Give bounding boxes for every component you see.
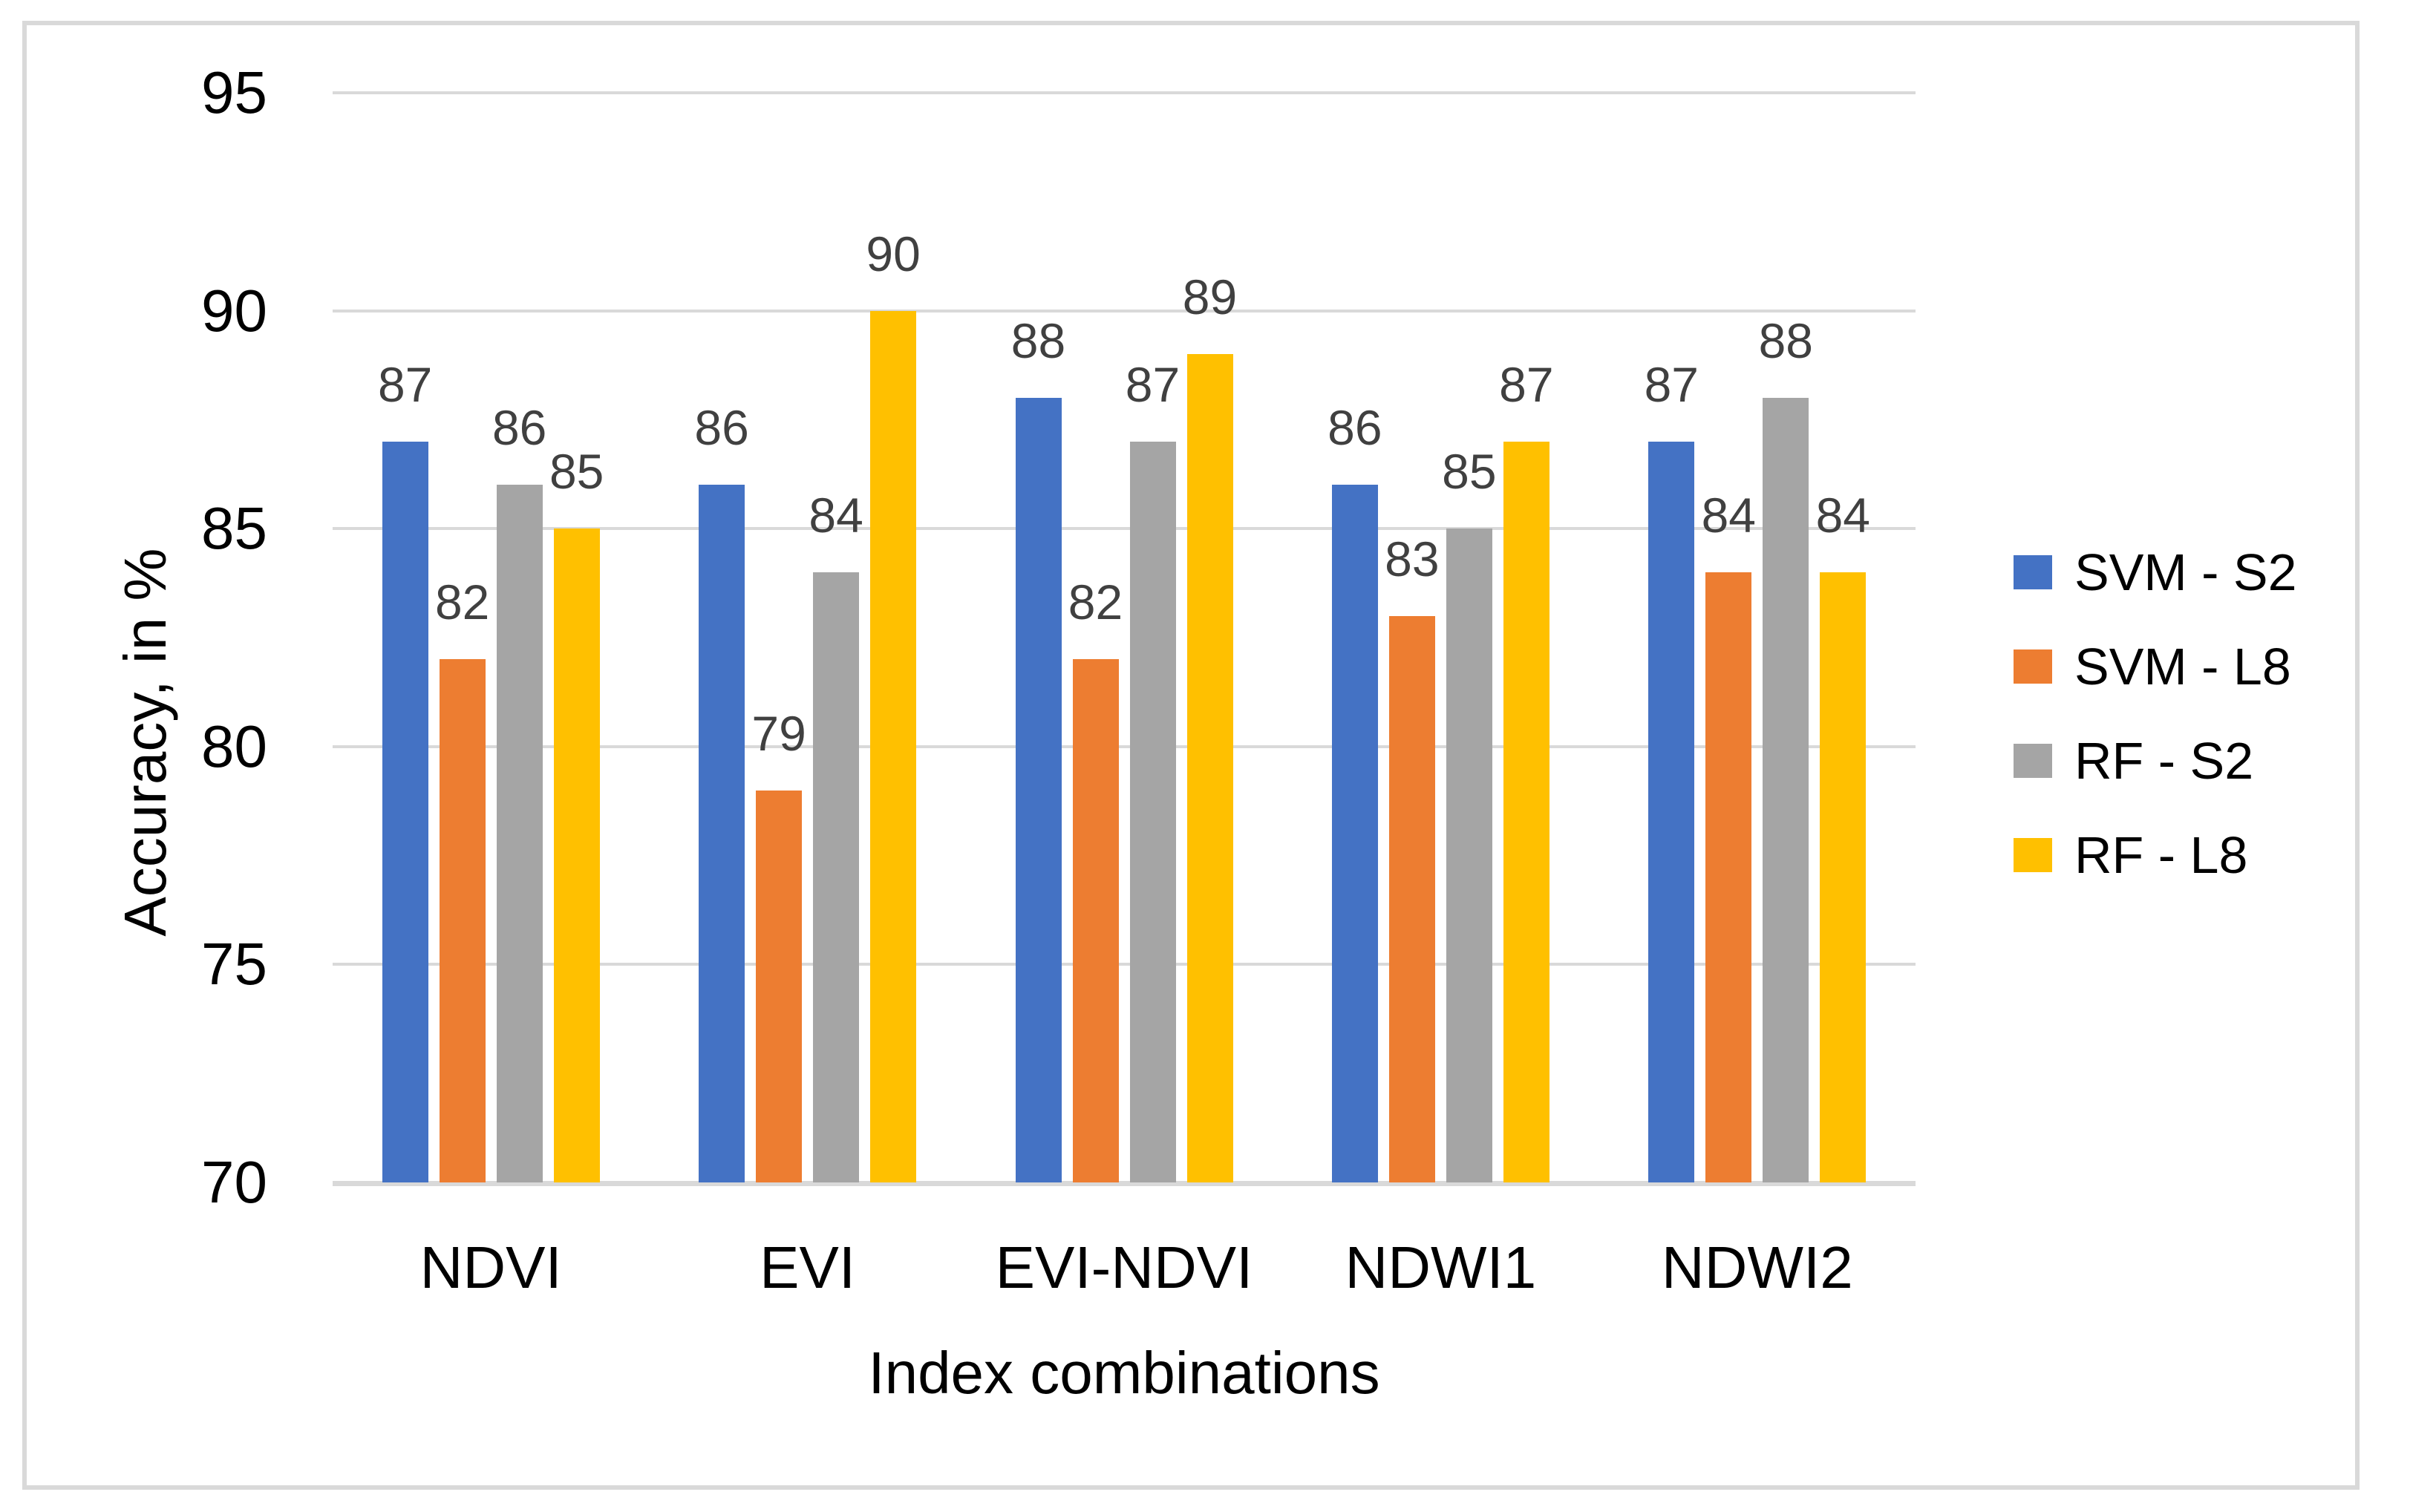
gridline (333, 744, 1916, 748)
data-label-rf-l8-evi-ndvi: 89 (1182, 269, 1238, 325)
x-axis-category-label-evi-ndvi: EVI-NDVI (995, 1234, 1253, 1300)
data-label-svm-l8-evi-ndvi: 82 (1068, 575, 1123, 630)
bar-rf-s2-ndwi1 (1446, 528, 1492, 1182)
bar-rf-s2-evi (813, 572, 860, 1182)
bar-svm-l8-evi (756, 790, 803, 1182)
y-axis-tick-label: 80 (201, 713, 267, 779)
bar-rf-l8-ndvi (553, 528, 600, 1182)
data-label-svm-l8-ndwi2: 84 (1701, 487, 1756, 543)
gridline (333, 309, 1916, 312)
data-label-rf-s2-ndwi2: 88 (1758, 313, 1813, 369)
gridline (333, 963, 1916, 966)
data-label-svm-s2-evi: 86 (694, 400, 749, 456)
bar-svm-s2-evi-ndvi (1015, 398, 1062, 1182)
data-label-svm-l8-ndvi: 82 (434, 575, 490, 630)
x-axis-title: Index combinations (868, 1340, 1380, 1406)
data-label-svm-l8-evi: 79 (751, 705, 806, 761)
bar-rf-s2-ndwi2 (1763, 398, 1809, 1182)
bar-svm-l8-evi-ndvi (1072, 659, 1119, 1182)
data-label-svm-l8-ndwi1: 83 (1385, 531, 1440, 586)
bar-rf-l8-evi (870, 310, 917, 1182)
data-label-rf-s2-evi: 84 (809, 487, 863, 543)
x-axis-category-label-ndwi2: NDWI2 (1661, 1234, 1853, 1300)
data-label-svm-s2-ndwi1: 86 (1328, 400, 1382, 456)
data-label-rf-s2-ndvi: 86 (492, 400, 547, 456)
bar-svm-l8-ndwi2 (1705, 572, 1752, 1182)
y-axis-tick-label: 85 (201, 495, 267, 562)
data-label-rf-s2-evi-ndvi: 87 (1125, 356, 1180, 412)
data-label-svm-s2-evi-ndvi: 88 (1010, 313, 1066, 369)
data-label-rf-l8-ndvi: 85 (549, 444, 604, 500)
bar-svm-s2-ndwi1 (1331, 485, 1378, 1182)
bar-rf-s2-evi-ndvi (1129, 441, 1176, 1182)
bar-svm-l8-ndwi1 (1388, 615, 1435, 1182)
data-label-svm-s2-ndvi: 87 (377, 356, 433, 412)
x-axis-category-label-ndvi: NDVI (419, 1234, 562, 1300)
x-axis-line (333, 1182, 1916, 1186)
x-axis-category-label-ndwi1: NDWI1 (1345, 1234, 1537, 1300)
bar-svm-s2-ndwi2 (1648, 441, 1695, 1182)
y-axis-tick-label: 75 (201, 931, 267, 998)
data-label-rf-l8-ndwi1: 87 (1499, 356, 1554, 412)
bar-svm-l8-ndvi (439, 659, 486, 1182)
bar-rf-l8-evi-ndvi (1186, 354, 1233, 1182)
gridline (333, 527, 1916, 531)
data-label-svm-s2-ndwi2: 87 (1644, 356, 1699, 412)
x-axis-category-label-evi: EVI (760, 1234, 856, 1300)
gridline (333, 91, 1916, 94)
bar-svm-s2-ndvi (382, 441, 428, 1182)
bar-rf-l8-ndwi2 (1820, 572, 1867, 1182)
y-axis-tick-label: 95 (201, 59, 267, 125)
bar-rf-l8-ndwi1 (1503, 441, 1549, 1182)
y-axis-tick-label: 90 (201, 277, 267, 344)
y-axis-tick-label: 70 (201, 1149, 267, 1215)
data-label-rf-s2-ndwi1: 85 (1442, 444, 1497, 500)
bar-rf-s2-ndvi (496, 485, 543, 1182)
data-label-rf-l8-evi: 90 (866, 226, 921, 281)
bar-svm-s2-evi (699, 485, 745, 1182)
data-label-rf-l8-ndwi2: 84 (1815, 487, 1870, 543)
